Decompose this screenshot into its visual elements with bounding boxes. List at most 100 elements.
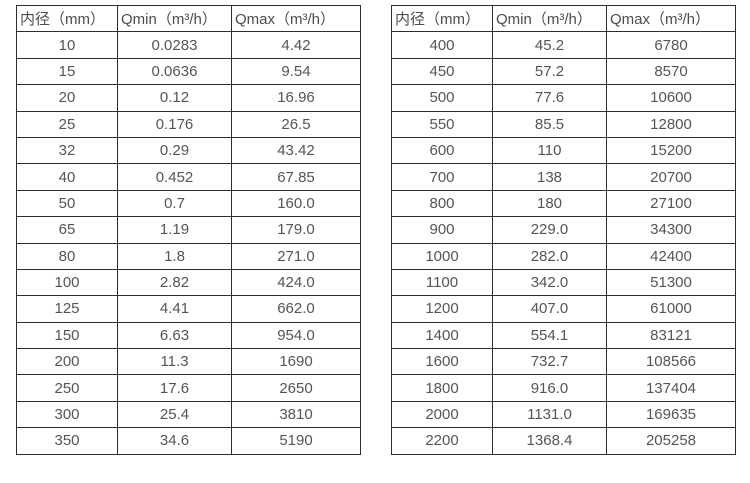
table-row: 50 0.7 160.0 (16, 189, 361, 218)
table-cell: 954.0 (231, 321, 361, 350)
table-cell: 4.41 (117, 295, 232, 323)
table-row: 1600 732.7 108566 (391, 348, 736, 376)
table-cell: 150 (16, 321, 118, 350)
table-row: 80 1.8 271.0 (16, 242, 361, 270)
table-cell: 600 (391, 136, 493, 165)
table-cell: 407.0 (492, 295, 607, 323)
table-cell: 179.0 (231, 216, 361, 244)
table-cell: 169635 (606, 400, 736, 429)
table-cell: 1400 (391, 321, 493, 350)
table-row: 20 0.12 16.96 (16, 84, 361, 112)
table-row: 550 85.5 12800 (391, 110, 736, 138)
table-cell: 0.12 (117, 84, 232, 112)
table-cell: 108566 (606, 348, 736, 376)
table-cell: 26.5 (231, 110, 361, 138)
table-cell: 25.4 (117, 400, 232, 429)
table-cell: 2200 (391, 427, 493, 455)
table-cell: 5190 (231, 427, 361, 455)
table-cell: 0.176 (117, 110, 232, 138)
flow-spec-table-large-diameters: 内径（mm） Qmin（m³/h） Qmax（m³/h） 400 45.2 6780 45… (391, 4, 736, 455)
table-cell: 85.5 (492, 110, 607, 138)
table-row: 15 0.0636 9.54 (16, 57, 361, 86)
table-cell: 1200 (391, 295, 493, 323)
table-cell: 250 (16, 374, 118, 402)
table-cell: 15200 (606, 136, 736, 165)
column-header: Qmin（m³/h） (117, 4, 232, 33)
table-cell: 1.19 (117, 216, 232, 244)
column-header: 内径（mm） (16, 4, 118, 33)
table-row: 125 4.41 662.0 (16, 295, 361, 323)
table-cell: 1368.4 (492, 427, 607, 455)
table-cell: 350 (16, 427, 118, 455)
table-cell: 10600 (606, 84, 736, 112)
table-cell: 110 (492, 136, 607, 165)
table-cell: 61000 (606, 295, 736, 323)
table-cell: 6.63 (117, 321, 232, 350)
table-cell: 342.0 (492, 268, 607, 297)
table-row: 200 11.3 1690 (16, 348, 361, 376)
table-cell: 9.54 (231, 57, 361, 86)
table-cell: 0.29 (117, 136, 232, 165)
table-cell: 2650 (231, 374, 361, 402)
table-cell: 1600 (391, 348, 493, 376)
table-cell: 50 (16, 189, 118, 218)
table-row: 450 57.2 8570 (391, 57, 736, 86)
table-row: 2000 1131.0 169635 (391, 400, 736, 429)
table-cell: 125 (16, 295, 118, 323)
table-cell: 67.85 (231, 163, 361, 191)
table-cell: 1131.0 (492, 400, 607, 429)
table-cell: 15 (16, 57, 118, 86)
table-cell: 0.0283 (117, 31, 232, 59)
table-cell: 400 (391, 31, 493, 59)
table-row: 700 138 20700 (391, 163, 736, 191)
table-row: 1100 342.0 51300 (391, 268, 736, 297)
table-cell: 200 (16, 348, 118, 376)
table-cell: 137404 (606, 374, 736, 402)
table-cell: 732.7 (492, 348, 607, 376)
table-cell: 900 (391, 216, 493, 244)
table-cell: 11.3 (117, 348, 232, 376)
table-cell: 57.2 (492, 57, 607, 86)
table-row: 40 0.452 67.85 (16, 163, 361, 191)
table-cell: 34300 (606, 216, 736, 244)
table-cell: 20700 (606, 163, 736, 191)
table-cell: 2.82 (117, 268, 232, 297)
table-cell: 138 (492, 163, 607, 191)
table-cell: 554.1 (492, 321, 607, 350)
table-cell: 17.6 (117, 374, 232, 402)
table-cell: 0.452 (117, 163, 232, 191)
column-header: 内径（mm） (391, 4, 493, 33)
table-cell: 83121 (606, 321, 736, 350)
table-row: 400 45.2 6780 (391, 31, 736, 59)
table-cell: 6780 (606, 31, 736, 59)
table-cell: 45.2 (492, 31, 607, 59)
table-cell: 800 (391, 189, 493, 218)
column-header: Qmax（m³/h） (606, 4, 736, 33)
table-row: 800 180 27100 (391, 189, 736, 218)
table-row: 25 0.176 26.5 (16, 110, 361, 138)
table-cell: 282.0 (492, 242, 607, 270)
table-cell: 12800 (606, 110, 736, 138)
table-cell: 1.8 (117, 242, 232, 270)
table-cell: 51300 (606, 268, 736, 297)
table-cell: 32 (16, 136, 118, 165)
header-row: 内径（mm） Qmin（m³/h） Qmax（m³/h） (391, 4, 736, 33)
table-cell: 25 (16, 110, 118, 138)
header-row: 内径（mm） Qmin（m³/h） Qmax（m³/h） (16, 4, 361, 33)
table-cell: 916.0 (492, 374, 607, 402)
table-row: 65 1.19 179.0 (16, 216, 361, 244)
table-cell: 450 (391, 57, 493, 86)
table-cell: 424.0 (231, 268, 361, 297)
table-cell: 1690 (231, 348, 361, 376)
table-row: 32 0.29 43.42 (16, 136, 361, 165)
table-cell: 8570 (606, 57, 736, 86)
table-row: 350 34.6 5190 (16, 427, 361, 455)
table-cell: 229.0 (492, 216, 607, 244)
table-row: 1800 916.0 137404 (391, 374, 736, 402)
table-cell: 4.42 (231, 31, 361, 59)
table-row: 1000 282.0 42400 (391, 242, 736, 270)
table-cell: 34.6 (117, 427, 232, 455)
column-header: Qmin（m³/h） (492, 4, 607, 33)
table-cell: 0.0636 (117, 57, 232, 86)
table-cell: 160.0 (231, 189, 361, 218)
